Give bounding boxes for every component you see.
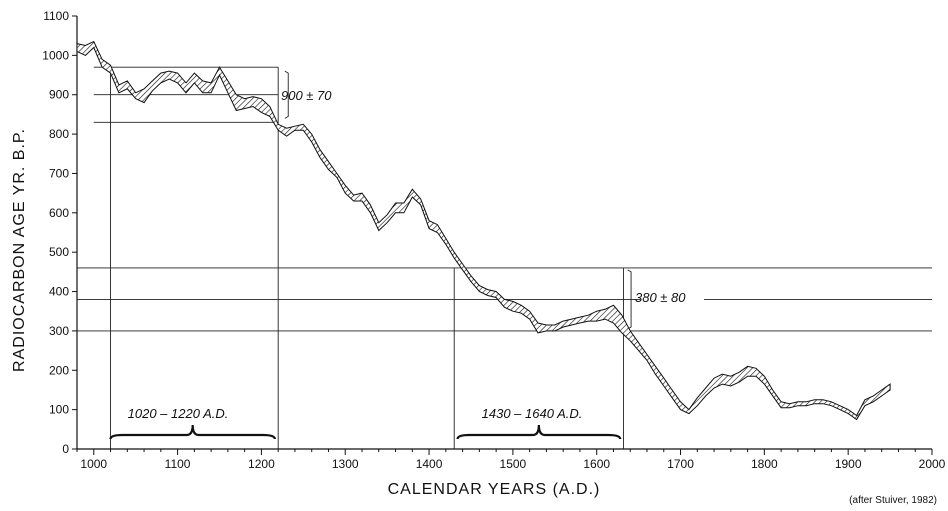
y-tick-label: 500 xyxy=(49,245,69,259)
age-label-bottom: 380 ± 80 xyxy=(635,290,686,305)
x-tick-label: 1200 xyxy=(248,457,275,471)
age-bracket-top xyxy=(284,70,289,119)
calibration-band xyxy=(76,40,891,421)
y-tick-label: 900 xyxy=(49,88,69,102)
y-tick-label: 300 xyxy=(49,324,69,338)
brace-bottom-range xyxy=(456,424,622,440)
y-tick-label: 0 xyxy=(62,442,69,456)
x-axis-title: CALENDAR YEARS (A.D.) xyxy=(388,481,601,498)
credit-text: (after Stuiver, 1982) xyxy=(849,495,937,506)
x-tick-label: 1900 xyxy=(835,457,862,471)
y-tick-label: 200 xyxy=(49,363,69,377)
x-tick-label: 1600 xyxy=(583,457,610,471)
y-tick-label: 700 xyxy=(49,166,69,180)
y-axis-title: RADIOCARBON AGE YR. B.P. xyxy=(11,128,28,372)
brace-top-range xyxy=(109,424,276,440)
x-tick-label: 1400 xyxy=(416,457,443,471)
y-axis: 0 100 200 300 400 500 600 700 800 900 1000 1100 xyxy=(42,9,78,456)
x-axis: 1000 1100 1200 1300 1400 1500 1600 1700 1800 1900… xyxy=(76,448,946,471)
y-tick-label: 400 xyxy=(49,285,69,299)
y-tick-label: 100 xyxy=(49,403,69,417)
x-tick-label: 1700 xyxy=(667,457,694,471)
y-tick-label: 600 xyxy=(49,206,69,220)
y-tick-label: 1000 xyxy=(42,48,69,62)
range-braces xyxy=(109,424,622,440)
x-tick-label: 1500 xyxy=(500,457,527,471)
range-label-top: 1020 – 1220 A.D. xyxy=(128,406,229,421)
y-tick-label: 1100 xyxy=(43,9,69,23)
x-tick-label: 1300 xyxy=(332,457,359,471)
age-label-top: 900 ± 70 xyxy=(281,88,332,103)
range-label-bottom: 1430 – 1640 A.D. xyxy=(482,406,583,421)
x-tick-label: 2000 xyxy=(919,457,946,471)
age-bracket-bottom xyxy=(627,269,632,330)
x-tick-label: 1000 xyxy=(80,457,107,471)
y-tick-label: 800 xyxy=(49,127,69,141)
x-tick-label: 1100 xyxy=(165,457,191,471)
reference-lines xyxy=(77,66,932,449)
x-tick-label: 1800 xyxy=(751,457,778,471)
